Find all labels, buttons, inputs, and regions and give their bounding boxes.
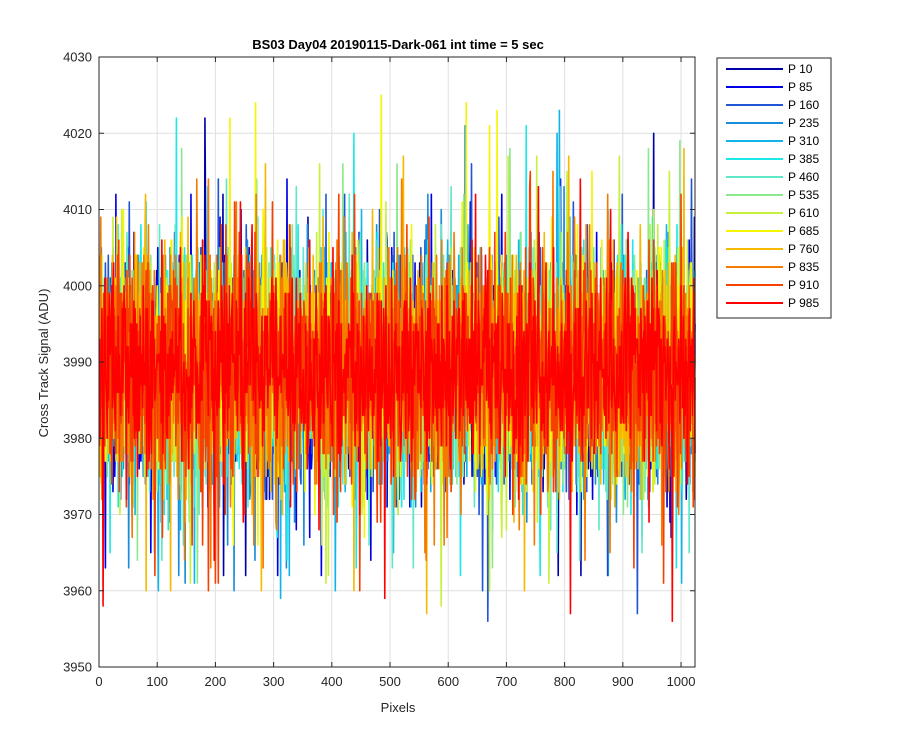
chart-title: BS03 Day04 20190115-Dark-061 int time = … (252, 37, 544, 52)
legend-label: P 385 (788, 152, 819, 166)
legend-label: P 235 (788, 116, 819, 130)
y-tick-label: 3970 (63, 507, 92, 522)
y-tick-label: 4020 (63, 126, 92, 141)
x-tick-label: 1000 (667, 674, 696, 689)
legend-label: P 910 (788, 278, 819, 292)
legend-label: P 985 (788, 296, 819, 310)
y-tick-label: 4000 (63, 278, 92, 293)
legend-label: P 310 (788, 134, 819, 148)
legend-label: P 685 (788, 224, 819, 238)
y-tick-label: 3980 (63, 431, 92, 446)
x-tick-label: 600 (437, 674, 459, 689)
x-tick-label: 700 (496, 674, 518, 689)
y-axis-label: Cross Track Signal (ADU) (36, 289, 51, 438)
x-tick-label: 400 (321, 674, 343, 689)
legend-label: P 85 (788, 80, 813, 94)
legend-box (716, 57, 832, 319)
x-tick-label: 100 (146, 674, 168, 689)
x-tick-label: 200 (205, 674, 227, 689)
series-layer (98, 94, 696, 623)
legend-label: P 460 (788, 170, 819, 184)
legend-label: P 760 (788, 242, 819, 256)
y-axis-ticks: 3950 3960 3970 3980 3990 4000 4010 4020 4030 (63, 50, 695, 675)
x-axis-ticks: 0 100 200 300 400 500 600 700 800 900 1000 (95, 57, 695, 689)
y-tick-label: 3990 (63, 355, 92, 370)
x-tick-label: 900 (612, 674, 634, 689)
legend: P 10 P 85 P 160 P 235 P 310 P 385 P 460 P 535 P … (716, 57, 832, 319)
legend-label: P 10 (788, 62, 813, 76)
legend-label: P 835 (788, 260, 819, 274)
x-tick-label: 300 (263, 674, 285, 689)
x-tick-label: 500 (379, 674, 401, 689)
legend-label: P 535 (788, 188, 819, 202)
series-line (98, 178, 696, 623)
legend-label: P 610 (788, 206, 819, 220)
y-tick-label: 3950 (63, 660, 92, 675)
y-tick-label: 4030 (63, 50, 92, 65)
x-axis-label: Pixels (381, 700, 416, 715)
y-tick-label: 3960 (63, 583, 92, 598)
y-tick-label: 4010 (63, 202, 92, 217)
x-tick-label: 0 (95, 674, 102, 689)
legend-label: P 160 (788, 98, 819, 112)
x-tick-label: 800 (554, 674, 576, 689)
